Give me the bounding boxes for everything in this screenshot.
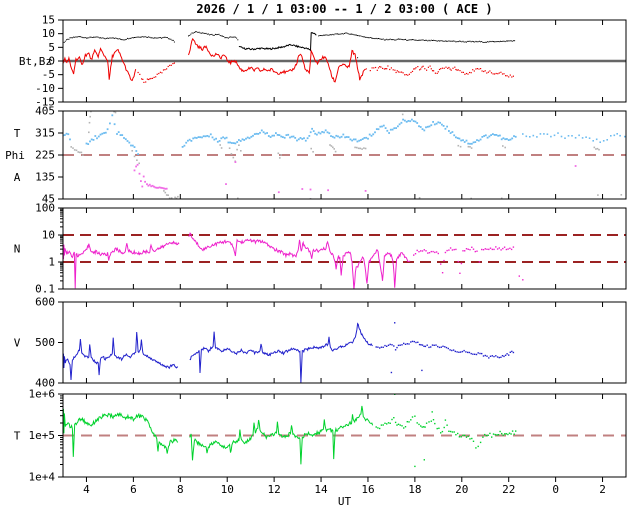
ytick-label-temperature: 1e+5: [29, 429, 56, 442]
xtick-label: 18: [408, 483, 421, 496]
panel-label-v: V: [14, 337, 21, 350]
series-v-dots: [375, 322, 515, 374]
ytick-label-mag: 10: [42, 27, 55, 40]
ytick-label-mag: 5: [48, 41, 55, 54]
series-bz-dotted-a: [137, 62, 175, 83]
series-n-line: [63, 232, 411, 289]
xtick-label: 2: [599, 483, 606, 496]
xtick-label: 16: [361, 483, 374, 496]
series-t-line: [63, 405, 374, 465]
xtick-label: 6: [130, 483, 137, 496]
xtick-label: 14: [314, 483, 328, 496]
ytick-label-mag: 0: [48, 55, 55, 68]
ytick-label-phi: 45: [42, 193, 55, 206]
series-phi-pink: [133, 161, 577, 194]
panel-phi: 405 315 225 135 45 T Phi A: [5, 105, 627, 206]
panel-label-a: A: [14, 171, 21, 184]
ytick-label-speed: 500: [35, 336, 55, 349]
series-bt-dotted-a: [63, 31, 239, 44]
xtick-label: 20: [455, 483, 468, 496]
ytick-label-density: 10: [42, 229, 55, 242]
ytick-label-density: 100: [35, 202, 55, 215]
ytick-label-phi: 135: [35, 171, 55, 184]
ytick-label-mag: -5: [42, 68, 55, 81]
xtick-label: 8: [177, 483, 184, 496]
panel-temperature: 1e+6 1e+5 1e+4 T: [14, 388, 627, 484]
panel-label-n: N: [14, 242, 21, 255]
ytick-label-phi: 315: [35, 127, 55, 140]
ytick-label-temperature: 1e+6: [29, 388, 56, 401]
panel-speed: 600 500 400 V: [14, 296, 627, 390]
series-bt-solid: [238, 32, 317, 52]
panel-density: 100 10 1 0.1 N: [14, 202, 627, 296]
ytick-label-speed: 600: [35, 296, 55, 309]
series-v-line: [63, 322, 373, 383]
panel-label-t: T: [14, 430, 21, 443]
series-phi-gray: [70, 111, 623, 199]
x-axis-label: UT: [337, 495, 352, 508]
panel-label-phi: Phi: [5, 149, 25, 162]
plot-title: 2026 / 1 / 1 03:00 -- 1 / 2 03:00 ( ACE …: [196, 2, 493, 16]
ytick-label-mag: 15: [42, 14, 55, 27]
ytick-label-density: 1: [48, 256, 55, 269]
series-phi-blue: [63, 114, 517, 155]
ytick-label-mag: -10: [35, 82, 55, 95]
xtick-label: 4: [83, 483, 90, 496]
ytick-label-speed: 400: [35, 377, 55, 390]
series-bt-dotted-b: [318, 32, 516, 59]
panel-label-bt,bz: Bt,Bz: [19, 55, 52, 68]
xtick-label: 10: [221, 483, 234, 496]
panel-label-t: T: [14, 127, 21, 140]
xtick-label: 0: [552, 483, 559, 496]
ytick-label-density: 0.1: [35, 283, 55, 296]
xtick-label: 12: [268, 483, 281, 496]
ytick-label-temperature: 1e+4: [29, 471, 56, 484]
panel-frame-speed: [62, 301, 627, 384]
series-phi-blue-sparse: [522, 132, 626, 143]
ytick-label-phi: 405: [35, 105, 55, 118]
panel-frame-density: [62, 207, 627, 290]
ytick-label-mag: -15: [35, 96, 55, 109]
xtick-label: 22: [502, 483, 515, 496]
series-bz-line-a: [63, 47, 137, 82]
series-bz-line-b: [188, 37, 368, 83]
series-bz-dotted-b: [369, 65, 514, 78]
series-t-dots: [375, 394, 517, 468]
series-n-dots: [413, 246, 524, 281]
ytick-label-phi: 225: [35, 149, 55, 162]
